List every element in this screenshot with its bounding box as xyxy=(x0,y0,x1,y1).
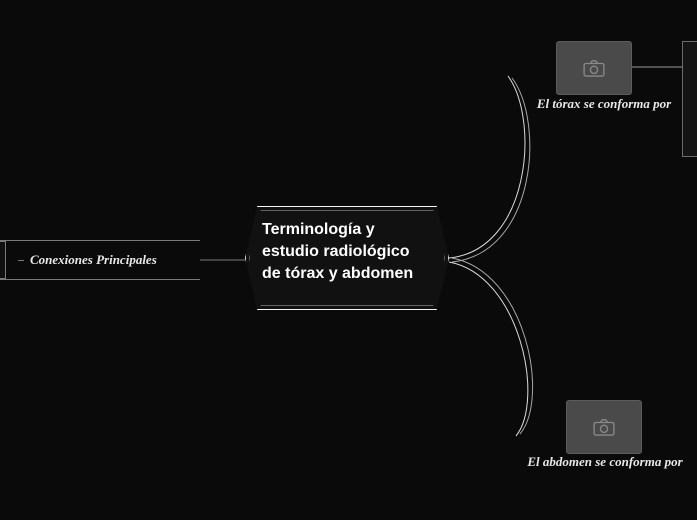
camera-icon xyxy=(593,418,615,436)
branch-left[interactable]: Conexiones Principales xyxy=(0,240,200,280)
branch-bottom-right-label: El abdomen se conforma por xyxy=(526,454,684,470)
right-offscreen-node[interactable] xyxy=(682,41,697,157)
mindmap-canvas: { "type": "mindmap", "background_color":… xyxy=(0,0,697,520)
branch-left-handle xyxy=(0,241,6,279)
branch-top-right-card[interactable] xyxy=(556,41,632,95)
branch-left-label: Conexiones Principales xyxy=(30,252,157,268)
central-label: Terminología y estudio radiológico de tó… xyxy=(262,221,413,282)
central-node[interactable]: Terminología y estudio radiológico de tó… xyxy=(245,206,449,310)
camera-icon xyxy=(583,59,605,77)
branch-bottom-right-card[interactable] xyxy=(566,400,642,454)
branch-top-right-label: El tórax se conforma por xyxy=(513,96,695,112)
